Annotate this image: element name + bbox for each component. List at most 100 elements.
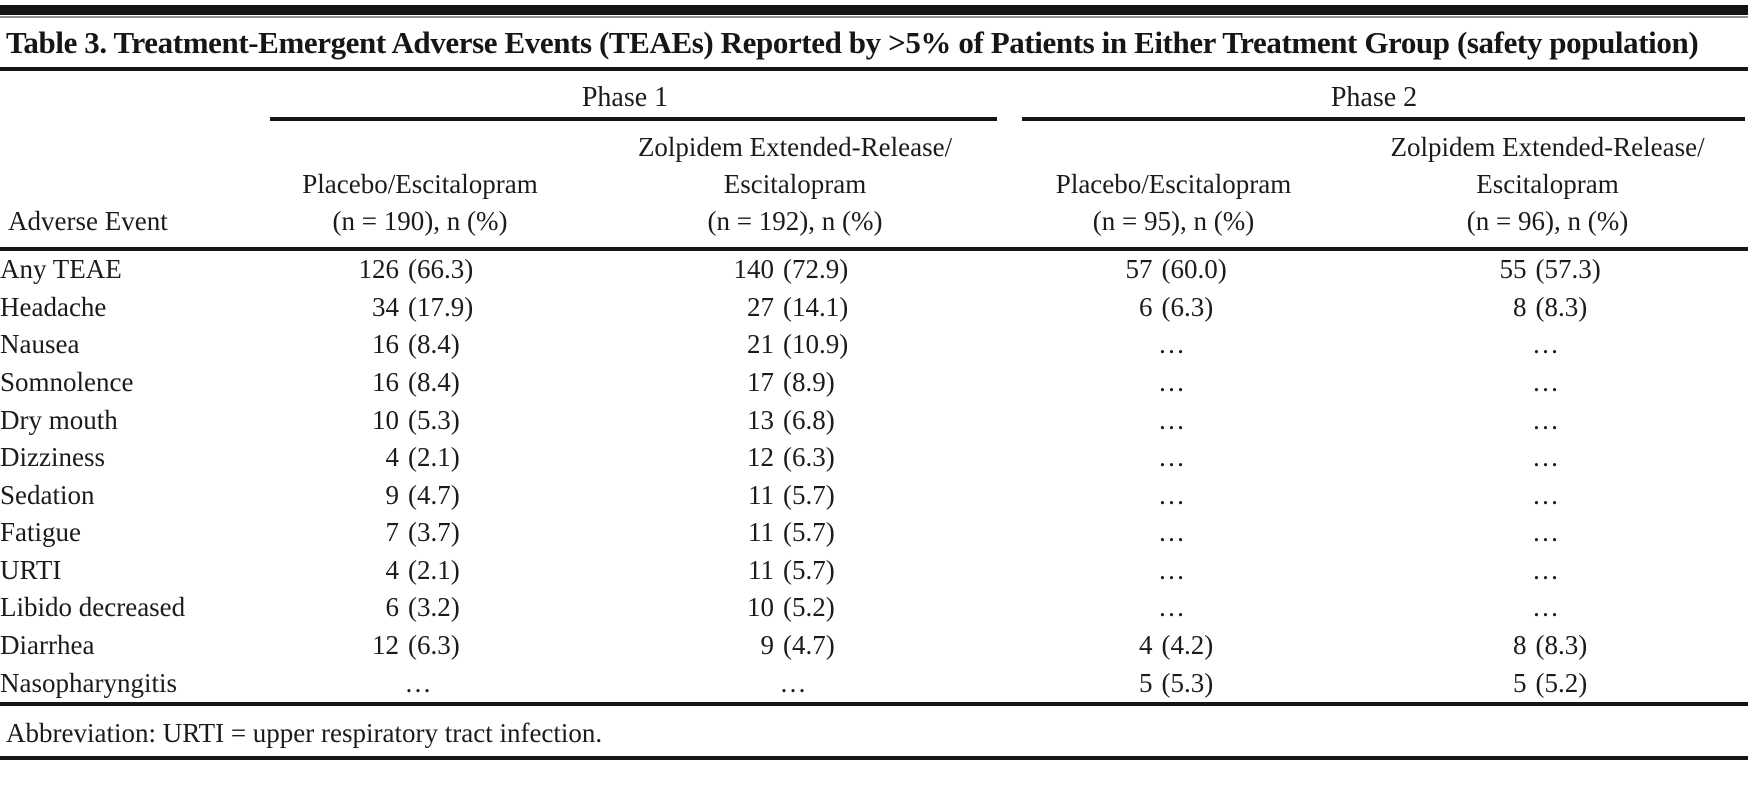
ellipsis-value: … [1532, 479, 1564, 510]
count-value: 5 [1513, 667, 1527, 698]
value-cell: 4 (2.1) [250, 439, 590, 477]
count-value: 11 [748, 479, 774, 510]
value-cell: 17 (8.9) [590, 364, 1000, 402]
count-value: 57 [1125, 254, 1153, 285]
value-cell: 13 (6.8) [590, 401, 1000, 439]
footnote: Abbreviation: URTI = upper respiratory t… [6, 717, 603, 748]
value-cell: 11 (5.7) [590, 552, 1000, 590]
percent-value: (5.3) [408, 404, 460, 435]
value-cell: … [250, 664, 590, 702]
table-row: Somnolence 16 (8.4) 17 (8.9)…… [0, 364, 1748, 402]
value-cell: 16 (8.4) [250, 364, 590, 402]
value-cell: … [1000, 439, 1347, 477]
value-cell: … [1000, 552, 1347, 590]
ellipsis-value: … [1532, 442, 1564, 473]
percent-value: (3.7) [408, 517, 460, 548]
bottom-rule [0, 755, 1748, 760]
percent-value: (2.1) [408, 442, 460, 473]
count-value: 55 [1499, 254, 1527, 285]
value-cell: … [1347, 439, 1748, 477]
table-row: URTI 4 (2.1) 11 (5.7)…… [0, 552, 1748, 590]
percent-value: (8.4) [408, 329, 460, 360]
column-header: Placebo/Escitalopram (n = 95), n (%) [1000, 121, 1348, 251]
value-cell: 4 (4.2) [1000, 627, 1347, 665]
count-value: 12 [372, 630, 399, 661]
count-value: 12 [747, 442, 774, 473]
count-value: 6 [1139, 291, 1153, 322]
ellipsis-value: … [1158, 329, 1190, 360]
ellipsis-value: … [1158, 367, 1190, 398]
title-rule [0, 67, 1748, 71]
percent-value: (4.2) [1161, 630, 1214, 661]
value-cell: … [1000, 476, 1347, 514]
value-cell: … [1347, 326, 1748, 364]
value-cell: 6 (3.2) [250, 589, 590, 627]
ellipsis-value: … [1158, 517, 1190, 548]
ellipsis-value: … [1532, 592, 1564, 623]
value-cell: 16 (8.4) [250, 326, 590, 364]
value-cell: … [1000, 514, 1347, 552]
count-value: 21 [747, 329, 774, 360]
top-border-bar [0, 5, 1748, 15]
count-value: 17 [747, 367, 774, 398]
ellipsis-value: … [779, 667, 811, 698]
percent-value: (5.7) [783, 479, 835, 510]
event-name-cell: URTI [0, 554, 62, 585]
count-value: 140 [733, 254, 775, 285]
table-body: Any TEAE 126 (66.3) 140 (72.9) 57 (60.0) 55 (57.… [0, 249, 1748, 702]
value-cell: … [1347, 589, 1748, 627]
value-cell: … [1347, 514, 1748, 552]
value-cell: 57 (60.0) [1000, 249, 1347, 289]
ellipsis-value: … [1532, 404, 1564, 435]
value-cell: 11 (5.7) [590, 514, 1000, 552]
value-cell: 10 (5.2) [590, 589, 1000, 627]
column-header: Placebo/Escitalopram (n = 190), n (%) [250, 121, 590, 251]
table-row: Any TEAE 126 (66.3) 140 (72.9) 57 (60.0) 55 (57.… [0, 249, 1748, 289]
table-row: Nasopharyngitis … … 5 (5.3) 5 (5.2) [0, 664, 1748, 702]
footnote-top-rule [0, 701, 1748, 706]
value-cell: … [1347, 364, 1748, 402]
ellipsis-value: … [1158, 592, 1190, 623]
value-cell: … [1000, 364, 1347, 402]
table-row: Dizziness 4 (2.1) 12 (6.3)…… [0, 439, 1748, 477]
value-cell: 11 (5.7) [590, 476, 1000, 514]
ellipsis-value: … [404, 667, 436, 698]
count-value: 8 [1513, 291, 1527, 322]
table-row: Sedation 9 (4.7) 11 (5.7)…… [0, 476, 1748, 514]
percent-value: (6.3) [408, 630, 460, 661]
value-cell: … [1000, 326, 1347, 364]
percent-value: (60.0) [1161, 254, 1227, 285]
table-row: Fatigue 7 (3.7) 11 (5.7) … … [0, 514, 1748, 552]
table-row: Nausea 16 (8.4) 21 (10.9)…… [0, 326, 1748, 364]
percent-value: (8.4) [408, 367, 460, 398]
count-value: 9 [760, 630, 775, 661]
percent-value: (3.2) [408, 592, 460, 623]
column-header: Zolpidem Extended-Release/Escitalopram (n… [1347, 121, 1748, 251]
percent-value: (6.8) [783, 404, 835, 435]
ellipsis-value: … [1158, 479, 1190, 510]
event-name-cell: Dizziness [0, 442, 105, 473]
event-name-cell: Fatigue [0, 517, 81, 548]
phase2-underline [1022, 117, 1746, 121]
count-value: 8 [1513, 630, 1527, 661]
column-header-row: Adverse Event Placebo/Escitalopram (n = 1… [0, 121, 1748, 251]
percent-value: (5.2) [783, 592, 835, 623]
percent-value: (66.3) [408, 254, 474, 285]
value-cell: 9 (4.7) [590, 627, 1000, 665]
value-cell: 7 (3.7) [250, 514, 590, 552]
count-value: 27 [747, 291, 774, 322]
value-cell: … [1347, 401, 1748, 439]
ellipsis-value: … [1532, 554, 1564, 585]
count-value: 11 [748, 554, 774, 585]
percent-value: (2.1) [408, 554, 460, 585]
table-row: Diarrhea 12 (6.3) 9 (4.7) 4 (4.2) 8 (8.3) [0, 627, 1748, 665]
value-cell: 10 (5.3) [250, 401, 590, 439]
value-cell: 21 (10.9) [590, 326, 1000, 364]
count-value: 34 [372, 291, 399, 322]
count-value: 4 [1139, 630, 1153, 661]
event-name-cell: Diarrhea [0, 630, 95, 661]
percent-value: (17.9) [408, 291, 474, 322]
value-cell: 6 (6.3) [1000, 289, 1347, 327]
percent-value: (5.7) [783, 554, 835, 585]
